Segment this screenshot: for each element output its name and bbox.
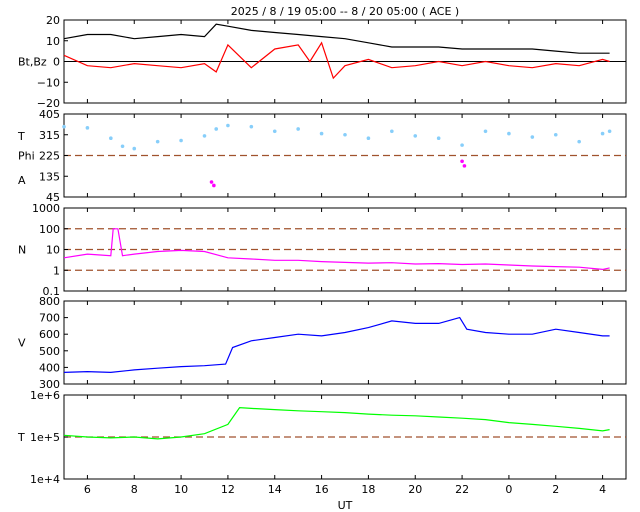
panel-frame	[63, 300, 627, 385]
x-tick-label: 18	[361, 483, 375, 496]
y-tick-label: 100	[39, 223, 60, 236]
x-tick-label: 4	[599, 483, 606, 496]
data-point	[179, 138, 183, 143]
x-tick-label: 16	[315, 483, 329, 496]
data-point	[462, 164, 467, 168]
y-tick-label: 225	[39, 150, 60, 163]
data-point	[212, 183, 216, 188]
y-tick-label: 600	[39, 328, 60, 341]
data-point	[155, 139, 160, 144]
x-tick-label: 12	[221, 483, 235, 496]
y-tick-label: 1e+6	[30, 389, 60, 402]
y-tick-label: 10	[46, 35, 60, 48]
y-tick-label: 800	[39, 295, 60, 308]
data-point	[607, 129, 612, 134]
y-tick-label: 400	[39, 361, 60, 374]
data-point	[366, 136, 371, 141]
y-tick-label: 700	[39, 312, 60, 325]
data-point	[319, 131, 324, 136]
panel-3: 1000 100 10 1 0.1 N	[18, 202, 627, 298]
y-axis-label: V	[18, 337, 26, 350]
data-point	[209, 180, 214, 184]
data-point	[343, 132, 347, 137]
y-tick-label: 500	[39, 345, 60, 358]
x-tick-label: 14	[268, 483, 282, 496]
y-tick-label: 1e+4	[30, 473, 60, 486]
panel-4: 800 700 600 500 400 300 V	[18, 295, 627, 391]
y-axis-label: T	[17, 130, 25, 143]
data-point	[272, 129, 277, 134]
data-point	[62, 124, 66, 129]
y-tick-label: 300	[39, 378, 60, 391]
y-tick-label: −20	[37, 97, 60, 110]
data-point	[507, 131, 511, 136]
data-point	[577, 139, 581, 144]
data-point	[600, 131, 605, 136]
data-point	[390, 129, 394, 134]
x-tick-label: 2	[552, 483, 559, 496]
x-tick-label: 22	[455, 483, 469, 496]
series-line-bz	[63, 41, 610, 80]
series-line-speed	[63, 316, 610, 374]
y-tick-label: 1e+5	[30, 431, 60, 444]
y-tick-label: −10	[37, 76, 60, 89]
y-tick-label: 405	[39, 108, 60, 121]
x-tick-label: 10	[174, 483, 188, 496]
y-tick-label: 0.1	[43, 285, 61, 298]
panels: 20100−10−20Bt,Bz40531522513545TAPhi10001…	[17, 14, 627, 486]
data-point	[460, 143, 464, 147]
data-point	[109, 136, 113, 141]
panel-1: 20 10 0 −10 −20 Bt,Bz	[18, 14, 627, 110]
x-axis: 6 8 10 12 14 16 18 20 22 0 2 4	[84, 483, 606, 496]
y-tick-label: 0	[53, 56, 60, 69]
y-tick-label: 1000	[32, 202, 60, 215]
y-axis-label: Bt,Bz	[18, 56, 47, 69]
data-point	[553, 132, 558, 137]
y-axis-label: N	[18, 244, 26, 257]
data-point	[132, 146, 137, 151]
data-point	[436, 136, 441, 141]
chart-title: 2025 / 8 / 19 05:00 -- 8 / 20 05:00 ( AC…	[231, 5, 459, 18]
series-line-bt	[63, 23, 610, 54]
data-point	[483, 129, 488, 134]
data-point	[120, 144, 125, 149]
data-point	[460, 159, 464, 164]
x-axis-label: UT	[338, 499, 353, 512]
series-line-density	[63, 228, 610, 271]
y-axis-label: A	[18, 174, 26, 187]
data-point	[249, 124, 254, 129]
x-tick-label: 20	[408, 483, 422, 496]
data-point	[530, 135, 535, 139]
panel-5: 1e+6 1e+5 1e+4 T	[17, 389, 627, 486]
data-point	[226, 123, 230, 128]
data-point	[296, 127, 300, 131]
x-tick-label: 6	[84, 483, 91, 496]
y-tick-label: 20	[46, 14, 60, 27]
y-tick-label: 1	[53, 264, 60, 277]
panel-2: 405 315 225 135 45 T A Phi	[17, 108, 627, 204]
data-point	[413, 134, 418, 138]
y-axis-label: Phi	[18, 150, 35, 163]
y-tick-label: 45	[46, 191, 60, 204]
series-line-temperature	[63, 406, 610, 440]
y-axis-label: T	[17, 431, 25, 444]
y-tick-label: 10	[46, 244, 60, 257]
data-point	[202, 134, 207, 138]
data-point	[214, 127, 219, 131]
x-tick-label: 0	[505, 483, 512, 496]
data-point	[85, 126, 90, 130]
x-tick-label: 8	[131, 483, 138, 496]
y-tick-label: 135	[39, 170, 60, 183]
y-tick-label: 315	[39, 129, 60, 142]
